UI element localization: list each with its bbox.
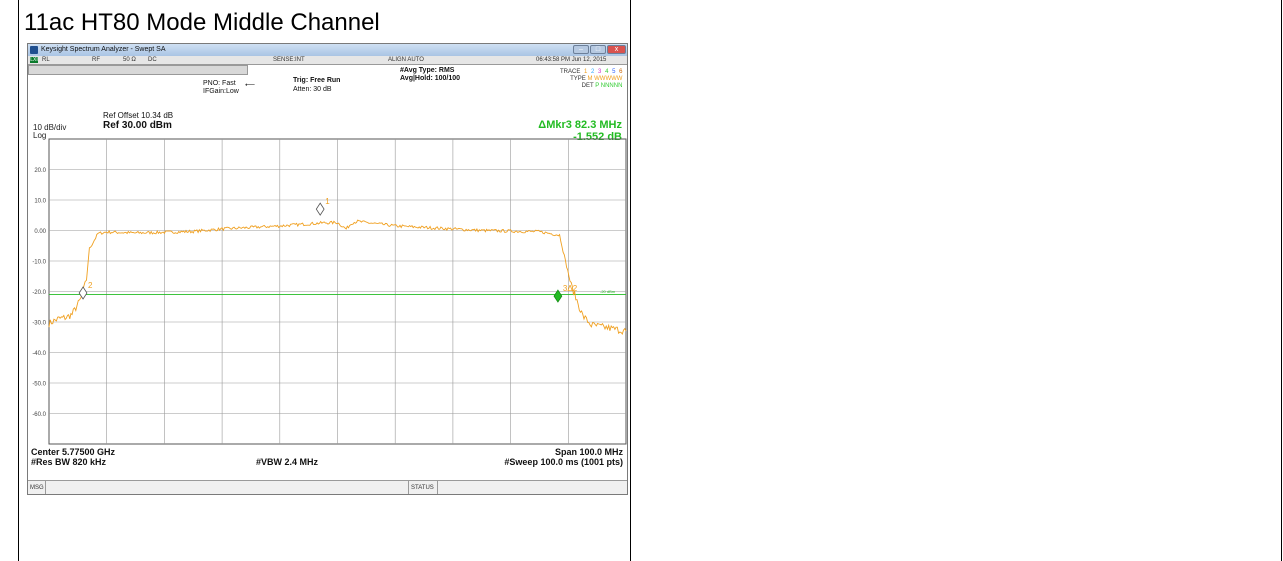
- marker-label: 3Δ2: [563, 284, 578, 293]
- marker-label: 2: [88, 281, 93, 290]
- table-column-divider: [630, 0, 631, 561]
- y-tick-label: -10.0: [32, 260, 46, 266]
- resolution-bandwidth: #Res BW 820 kHz: [31, 457, 106, 467]
- y-tick-label: -60.0: [32, 412, 46, 418]
- y-tick-label: -30.0: [32, 321, 46, 327]
- divider: [437, 481, 438, 495]
- y-tick-label: -20.0: [32, 290, 46, 296]
- video-bandwidth: #VBW 2.4 MHz: [256, 457, 318, 467]
- y-tick-label: -40.0: [32, 351, 46, 357]
- y-tick-label: 20.0: [34, 168, 46, 174]
- spectrum-plot: 20.0 10.0 0.00 -10.0 -20.0 -30.0 -40.0 -50.0 -60…: [28, 44, 627, 494]
- message-bar: MSG STATUS: [28, 480, 627, 495]
- divider: [45, 481, 46, 495]
- display-line-label: -20 dBm: [600, 289, 616, 294]
- marker-diamond: [316, 203, 324, 215]
- msg-label: MSG: [30, 485, 44, 491]
- marker-label: 1: [325, 197, 330, 206]
- marker-diamond: [79, 287, 87, 299]
- center-frequency: Center 5.77500 GHz: [31, 447, 115, 457]
- y-tick-label: 10.0: [34, 199, 46, 205]
- status-label: STATUS: [411, 485, 434, 491]
- figure-caption: 11ac HT80 Mode Middle Channel: [24, 9, 380, 37]
- y-tick-label: -50.0: [32, 382, 46, 388]
- sweep-time: #Sweep 100.0 ms (1001 pts): [504, 457, 623, 467]
- y-tick-label: 0.00: [34, 229, 46, 235]
- marker-diamond: [554, 290, 562, 302]
- span: Span 100.0 MHz: [555, 447, 623, 457]
- divider: [408, 481, 409, 495]
- spectrum-analyzer-window: Keysight Spectrum Analyzer - Swept SA – …: [27, 43, 628, 495]
